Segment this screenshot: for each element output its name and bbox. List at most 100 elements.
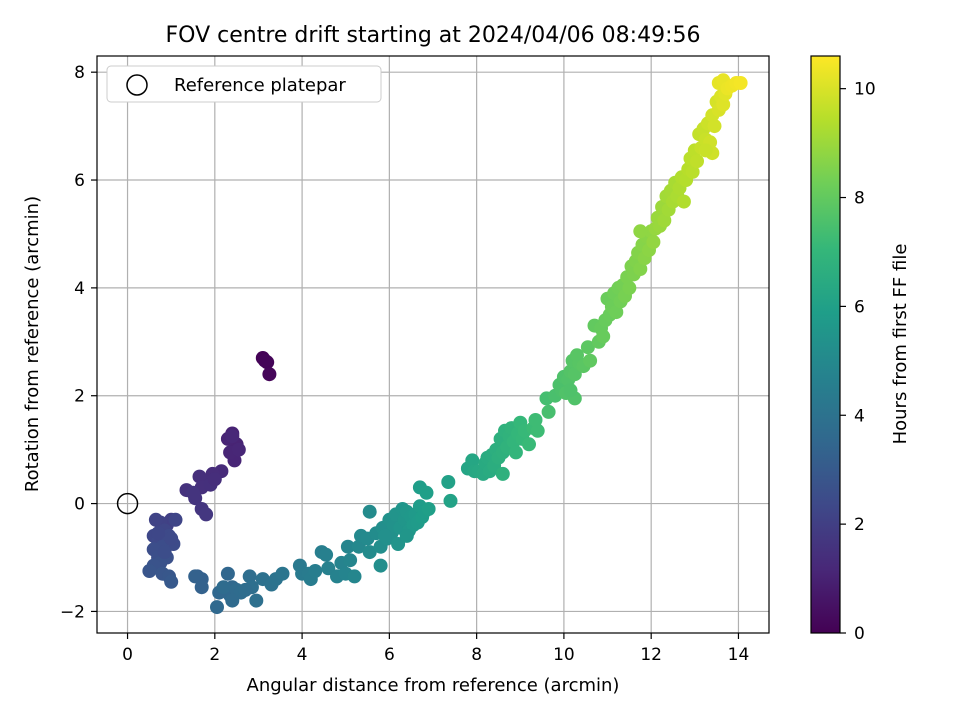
data-point [690,154,704,169]
data-point [465,453,480,468]
data-point [151,526,166,541]
y-tick-label: 4 [74,279,85,299]
data-point [225,429,240,444]
data-point [707,119,722,134]
data-point [210,600,224,615]
x-axis-label: Angular distance from reference (arcmin) [247,675,620,696]
data-point [441,475,456,489]
reference-platepar-marker [116,492,139,515]
data-point [340,539,355,554]
data-point [522,437,536,452]
data-point [258,353,272,368]
data-point [194,580,209,595]
data-point [657,213,672,228]
y-tick-label: 2 [74,387,85,407]
data-point [530,423,545,438]
data-point [188,569,203,584]
data-point [583,353,598,368]
data-point [733,76,748,90]
colorbar-tick-label: 0 [854,624,865,644]
data-point [186,485,200,500]
data-point [199,507,214,522]
colorbar-tick-label: 4 [854,406,865,426]
colorbar-ticks: 0 2 4 6 8 10 [840,80,876,644]
data-point [164,574,179,589]
data-point [596,329,611,344]
data-point [399,528,414,543]
data-point [216,580,231,595]
x-tick-label: 12 [640,645,662,665]
data-point [541,404,556,419]
data-point [508,445,523,460]
colorbar-tick-label: 10 [854,80,876,100]
grid-lines [97,56,769,633]
y-tick-label: 6 [74,171,85,191]
data-point [262,367,277,382]
data-point [319,547,334,562]
data-point [421,502,436,516]
reference-marker-layer [116,492,139,515]
x-tick-label: 0 [122,645,133,665]
axis-ticks: 0 2 4 6 8 10 12 14 −2 0 2 4 6 8 [60,63,749,665]
x-tick-label: 8 [471,645,482,665]
data-point [373,558,388,573]
y-tick-label: 0 [74,495,85,515]
data-point [646,235,661,249]
data-point [362,504,377,519]
data-point [347,569,362,584]
x-tick-label: 14 [728,645,750,665]
x-tick-label: 6 [384,645,395,665]
data-point [698,143,713,158]
data-point [563,383,578,398]
x-tick-label: 2 [209,645,220,665]
colorbar-label: Hours from first FF file [890,244,911,445]
plot-area-frame [96,55,770,634]
y-tick-label: −2 [60,602,85,622]
data-point [378,528,392,543]
data-point [238,582,253,597]
data-point [609,305,624,320]
data-point [192,469,207,484]
data-point [231,442,246,457]
colorbar-tick-label: 6 [854,297,865,317]
legend-entry-reference: Reference platepar [174,75,346,96]
data-point [249,593,264,608]
data-point [225,593,240,608]
y-tick-label: 8 [74,63,85,83]
data-point [168,512,183,527]
data-point [495,466,510,481]
data-point [207,472,222,487]
legend-box [106,65,382,103]
data-point [528,413,543,427]
chart-title: FOV centre drift starting at 2024/04/06 … [166,23,701,48]
data-point [362,545,377,560]
scatter-points [142,73,748,615]
data-point [633,262,648,276]
x-tick-label: 10 [553,645,575,665]
data-point [580,340,595,355]
data-point [220,566,235,581]
colorbar-gradient [810,55,841,634]
data-point [343,553,358,568]
colorbar-tick-label: 2 [854,515,865,535]
data-point [685,164,700,179]
data-point [148,512,163,527]
data-point [164,531,179,546]
legend: Reference platepar [106,65,382,103]
legend-reference-marker [126,74,148,96]
colorbar: 0 2 4 6 8 10 Hours from first FF file [810,55,911,644]
colorbar-tick-label: 8 [854,189,865,209]
data-point [142,564,157,578]
data-point [716,97,731,112]
x-tick-label: 4 [297,645,308,665]
data-point [443,493,458,508]
data-point [275,566,290,581]
data-point [676,194,691,209]
data-point [419,485,434,500]
data-point [242,569,257,584]
y-axis-label: Rotation from reference (arcmin) [22,196,43,492]
data-point [157,545,172,560]
data-point [308,564,323,578]
data-point [633,224,648,239]
